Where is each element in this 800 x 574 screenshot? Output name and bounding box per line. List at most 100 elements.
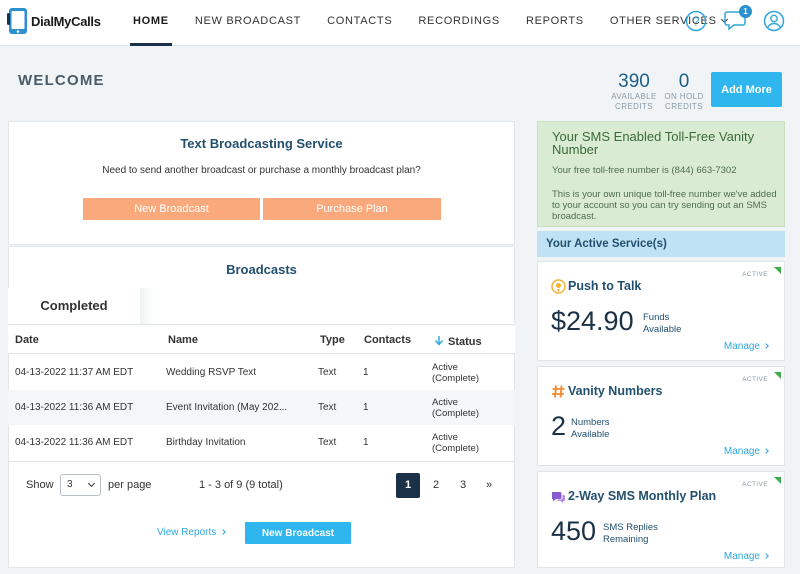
nav-home[interactable]: HOME: [130, 0, 172, 46]
manage-link[interactable]: Manage: [724, 551, 769, 562]
show-label: Show: [26, 479, 54, 491]
row-status-line-2: (Complete): [432, 408, 479, 419]
view-reports-link[interactable]: View Reports: [157, 527, 227, 538]
row-status: Active (Complete): [432, 432, 479, 454]
broadcasts-table-header: Date Name Type Contacts Status: [8, 324, 515, 354]
nav-other-services[interactable]: OTHER SERVICES: [607, 0, 730, 46]
column-name[interactable]: Name: [168, 334, 198, 346]
table-row[interactable]: 04-13-2022 11:36 AM EDT Birthday Invitat…: [8, 425, 515, 460]
next-pages-button[interactable]: »: [485, 479, 493, 491]
new-broadcast-orange-button[interactable]: New Broadcast: [83, 198, 260, 220]
tab-divider: [140, 288, 154, 324]
messages-button[interactable]: 1: [724, 5, 752, 34]
per-page-value: 3: [67, 479, 73, 490]
service-card-two-way-sms: ACTIVE 2-Way SMS Monthly Plan 450 SMS Re…: [537, 471, 785, 568]
nav-recordings[interactable]: RECORDINGS: [418, 15, 500, 27]
row-date: 04-13-2022 11:36 AM EDT: [15, 437, 134, 448]
service-card-vanity-numbers: ACTIVE Vanity Numbers 2 Numbers Available…: [537, 366, 785, 466]
service-label-2: Available: [571, 429, 610, 440]
service-label-1: Funds: [643, 312, 670, 323]
service-label: Funds Available: [643, 312, 681, 336]
page-title: WELCOME: [18, 72, 105, 89]
service-label-1: Numbers: [571, 417, 610, 428]
nav-contacts[interactable]: CONTACTS: [327, 15, 393, 27]
user-account-icon[interactable]: [763, 10, 785, 32]
results-range: 1 - 3 of 9 (9 total): [199, 479, 283, 491]
manage-link[interactable]: Manage: [723, 341, 769, 352]
text-broadcasting-panel: Text Broadcasting Service Need to send a…: [8, 121, 515, 245]
column-date[interactable]: Date: [15, 334, 39, 346]
row-name: Birthday Invitation: [166, 437, 246, 448]
per-page-label: per page: [108, 479, 152, 491]
row-status-line-1: Active: [432, 362, 458, 373]
logo-text: DialMyCalls: [31, 13, 101, 29]
nav-reports[interactable]: REPORTS: [525, 15, 584, 27]
service-label: SMS Replies Remaining: [603, 522, 658, 546]
chevron-right-icon: [763, 553, 769, 559]
active-services-header: Your Active Service(s): [537, 231, 785, 257]
column-type[interactable]: Type: [320, 334, 345, 346]
help-icon[interactable]: ?: [685, 10, 707, 32]
dialmycalls-logo[interactable]: DialMyCalls: [7, 7, 101, 35]
row-status-line-1: Active: [432, 432, 458, 443]
per-page-select[interactable]: 3: [60, 474, 101, 496]
row-date: 04-13-2022 11:37 AM EDT: [15, 367, 134, 378]
text-service-title: Text Broadcasting Service: [180, 136, 343, 151]
row-status-line-2: (Complete): [432, 373, 479, 384]
manage-label: Manage: [723, 446, 760, 457]
chat-bubbles-icon: [552, 492, 565, 503]
table-row[interactable]: 04-13-2022 11:36 AM EDT Event Invitation…: [8, 390, 515, 425]
row-name: Event Invitation (May 202...: [166, 402, 288, 413]
row-contacts: 1: [363, 437, 369, 448]
page-3-button[interactable]: 3: [459, 479, 467, 491]
purchase-plan-button[interactable]: Purchase Plan: [263, 198, 441, 220]
sort-arrow-down-icon: [434, 336, 444, 346]
active-corner-marker: [774, 267, 781, 274]
row-status-line-1: Active: [432, 397, 458, 408]
manage-link[interactable]: Manage: [723, 446, 769, 457]
svg-text:?: ?: [693, 15, 700, 29]
hashtag-icon: [552, 385, 565, 398]
column-status-label: Status: [448, 336, 482, 348]
vanity-title: Your SMS Enabled Toll-Free Vanity Number: [552, 129, 755, 157]
service-label-1: SMS Replies: [603, 522, 658, 533]
broadcasts-title: Broadcasts: [226, 262, 297, 277]
vanity-number-text: Your free toll-free number is (844) 663-…: [552, 165, 737, 176]
on-hold-credits-label-1: ON HOLD: [664, 92, 704, 101]
nav-other-services-label: OTHER SERVICES: [609, 15, 717, 27]
row-status: Active (Complete): [432, 362, 479, 384]
phone-logo-icon: [7, 8, 27, 34]
new-broadcast-button[interactable]: New Broadcast: [245, 522, 351, 544]
column-contacts[interactable]: Contacts: [364, 334, 412, 346]
add-more-button[interactable]: Add More: [711, 72, 782, 107]
manage-label: Manage: [723, 341, 760, 352]
row-status-line-2: (Complete): [432, 443, 479, 454]
page-1-button[interactable]: 1: [396, 473, 420, 498]
service-label-2: Remaining: [603, 534, 649, 545]
row-date: 04-13-2022 11:36 AM EDT: [15, 402, 134, 413]
tab-completed[interactable]: Completed: [8, 288, 140, 324]
table-row[interactable]: 04-13-2022 11:37 AM EDT Wedding RSVP Tex…: [8, 355, 515, 390]
column-status[interactable]: Status: [434, 334, 482, 348]
chevron-right-icon: [220, 529, 227, 535]
active-corner-marker: [774, 477, 781, 484]
vanity-number-panel: Your SMS Enabled Toll-Free Vanity Number…: [537, 121, 785, 227]
row-contacts: 1: [363, 402, 369, 413]
row-type: Text: [318, 402, 337, 413]
available-credits-value: 390: [618, 71, 650, 92]
vanity-description: This is your own unique toll-free number…: [552, 189, 777, 222]
nav-new-broadcast[interactable]: NEW BROADCAST: [194, 15, 302, 27]
row-name: Wedding RSVP Text: [166, 367, 257, 378]
main-nav: HOME NEW BROADCAST CONTACTS RECORDINGS R…: [130, 0, 750, 46]
page-2-button[interactable]: 2: [432, 479, 440, 491]
service-label-2: Available: [643, 324, 682, 335]
service-value: 2: [551, 411, 567, 441]
available-credits-label-1: AVAILABLE: [611, 92, 657, 101]
row-contacts: 1: [363, 367, 369, 378]
row-status: Active (Complete): [432, 397, 479, 419]
chevron-right-icon: [763, 448, 769, 454]
pagination-bar: [8, 461, 515, 509]
service-title: Push to Talk: [568, 279, 642, 293]
push-to-talk-icon: [551, 279, 566, 294]
on-hold-credits-label-2: CREDITS: [665, 102, 703, 111]
